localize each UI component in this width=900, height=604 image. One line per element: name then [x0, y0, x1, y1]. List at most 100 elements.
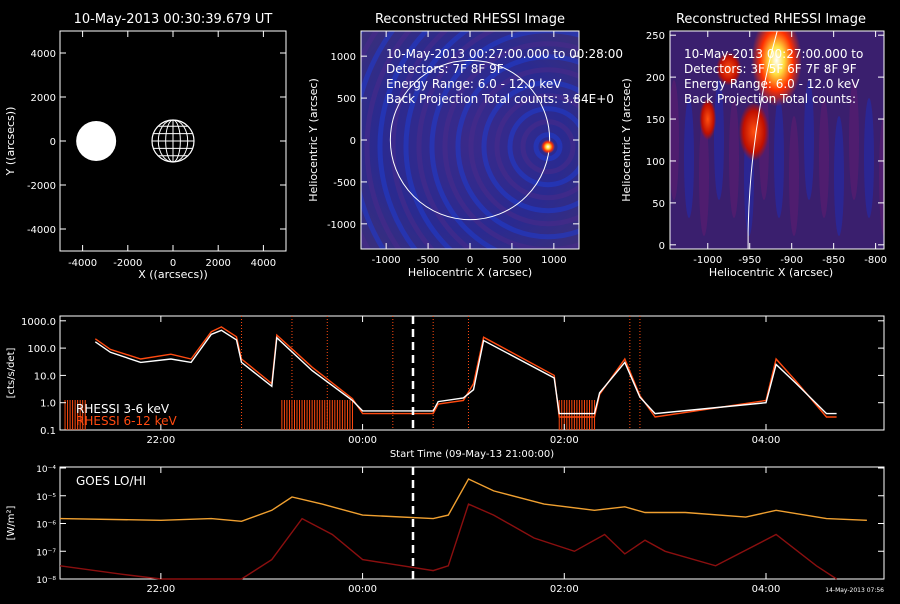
x-tick-label: 22:00: [146, 435, 175, 446]
y-tick-label: 10⁻⁴: [36, 465, 56, 475]
y-tick-label: 50: [652, 199, 665, 210]
x-tick-label: 500: [502, 255, 521, 266]
y-tick-label: -500: [333, 178, 356, 189]
zoom-texture-stripe: [819, 98, 829, 218]
goes-stamp: 14-May-2013 07:56: [825, 587, 884, 594]
x-tick-label: -4000: [68, 258, 97, 269]
x-tick-label: -1000: [693, 255, 722, 266]
zoom-texture-stripe: [864, 98, 874, 218]
goes-series-line: [59, 478, 867, 523]
y-tick-label: 250: [646, 31, 665, 42]
rhessi-series-line: [94, 329, 837, 415]
y-tick-label: 1000.0: [21, 317, 56, 328]
x-tick-label: 04:00: [752, 584, 781, 595]
rhessi-legend-high: RHESSI 6-12 keV: [76, 414, 177, 428]
ripple-ring: [364, 31, 413, 249]
ripple-ring: [390, 31, 449, 249]
zoom-limb-arc: [747, 31, 778, 249]
orbit-marks: [76, 119, 195, 163]
x-tick-label: 02:00: [550, 584, 579, 595]
rhessi-xticks: 22:00 00:00 02:00 04:00: [146, 316, 780, 446]
zoom-image-blobs: [670, 31, 884, 236]
ripple-ring: [533, 132, 563, 162]
y-tick-label: 4000: [31, 49, 56, 60]
full-info-line: 10-May-2013 00:27:00.000 to 00:28:00: [386, 47, 623, 61]
goes-series: [59, 478, 867, 580]
full-image-panel: Reconstructed RHESSI Image 10-May-2013 0…: [307, 12, 623, 279]
goes-series-line: [59, 503, 837, 580]
ripple-ring: [494, 93, 579, 201]
y-tick-label: 2000: [31, 93, 56, 104]
zoom-texture-stripe: [684, 98, 694, 218]
x-tick-label: 4000: [251, 258, 276, 269]
zoom-texture-stripe: [714, 80, 724, 200]
ripple-ring: [481, 80, 579, 214]
x-tick-label: 04:00: [752, 435, 781, 446]
rhessi-series: [94, 326, 837, 418]
orbit-title: 10-May-2013 00:30:39.679 UT: [74, 12, 273, 27]
flare-source: [540, 139, 555, 154]
zoom-texture-stripe: [670, 80, 679, 200]
zoom-image-ylabel: Heliocentric Y (arcsec): [620, 78, 633, 202]
zoom-texture-stripe: [834, 116, 844, 236]
full-image-info: 10-May-2013 00:27:00.000 to 00:28:00 Det…: [386, 47, 623, 106]
y-tick-label: -2000: [27, 181, 56, 192]
full-image-yticks: 1000 500 0 -500 -1000: [327, 52, 579, 231]
rhessi-attenuator-marks: [64, 316, 641, 430]
goes-label: GOES LO/HI: [76, 474, 146, 488]
zoom-image-xticks: -1000 -950 -900 -850 -800: [693, 31, 887, 266]
x-tick-label: 02:00: [550, 435, 579, 446]
x-tick-label: 22:00: [146, 584, 175, 595]
y-tick-label: 0: [659, 241, 665, 252]
x-tick-label: 1000: [541, 255, 566, 266]
full-image-ylabel: Heliocentric Y (arcsec): [307, 78, 320, 202]
rhessi-frame: [59, 315, 885, 431]
full-image-ripples: [361, 31, 579, 249]
y-tick-label: 10.0: [34, 371, 56, 382]
x-tick-label: -500: [417, 255, 440, 266]
orbit-yticks: 4000 2000 0 -2000 -4000: [27, 49, 286, 236]
x-tick-label: -950: [738, 255, 761, 266]
goes-frame: [59, 466, 885, 580]
zoom-texture-stripe: [699, 116, 709, 236]
goes-xticks: 22:00 00:00 02:00 04:00: [146, 467, 780, 595]
x-tick-label: -850: [822, 255, 845, 266]
ripple-ring: [442, 41, 579, 249]
y-tick-label: 1000: [331, 52, 356, 63]
ripple-ring: [416, 31, 497, 249]
y-tick-label: 0.1: [40, 426, 56, 437]
zoom-info-line: Detectors: 3F 5F 6F 7F 8F 9F: [684, 62, 857, 76]
y-tick-label: -4000: [27, 225, 56, 236]
full-image-title: Reconstructed RHESSI Image: [375, 12, 565, 27]
y-tick-label: 200: [646, 73, 665, 84]
x-tick-label: 00:00: [348, 435, 377, 446]
emission-source: [738, 102, 770, 161]
x-tick-label: 0: [170, 258, 176, 269]
x-tick-label: -1000: [372, 255, 401, 266]
zoom-info-line: 10-May-2013 00:27:00.000 to: [684, 47, 863, 61]
zoom-texture-stripe: [774, 98, 784, 218]
x-tick-label: 00:00: [348, 584, 377, 595]
zoom-texture-stripe: [849, 80, 859, 200]
zoom-texture-stripe: [804, 80, 814, 200]
full-info-line: Back Projection Total counts: 3.84E+0: [386, 92, 614, 106]
rhessi-yticks: 1000.0 100.0 10.0 1.0 0.1: [21, 317, 884, 437]
ripple-ring: [429, 31, 579, 249]
x-tick-label: -2000: [113, 258, 142, 269]
zoom-info-line: Energy Range: 6.0 - 12.0 keV: [684, 77, 860, 91]
x-tick-label: -800: [864, 255, 887, 266]
zoom-image-frame: [669, 30, 885, 250]
rhessi-ylabel: [cts/s/det]: [6, 348, 17, 399]
zoom-texture-stripe: [729, 98, 739, 218]
y-tick-label: 10⁻⁵: [36, 493, 56, 503]
y-tick-label: 10⁻⁸: [36, 576, 56, 586]
full-info-line: Energy Range: 6.0 - 12.0 keV: [386, 77, 562, 91]
rhessi-series-line: [94, 326, 837, 418]
ripple-ring: [403, 31, 471, 249]
zoom-texture-stripe: [789, 116, 799, 236]
y-tick-label: 500: [337, 94, 356, 105]
zoom-image-yticks: 250 200 150 100 50 0: [646, 31, 884, 252]
zoom-image-info: 10-May-2013 00:27:00.000 to Detectors: 3…: [684, 47, 863, 106]
y-tick-label: 0: [350, 136, 356, 147]
